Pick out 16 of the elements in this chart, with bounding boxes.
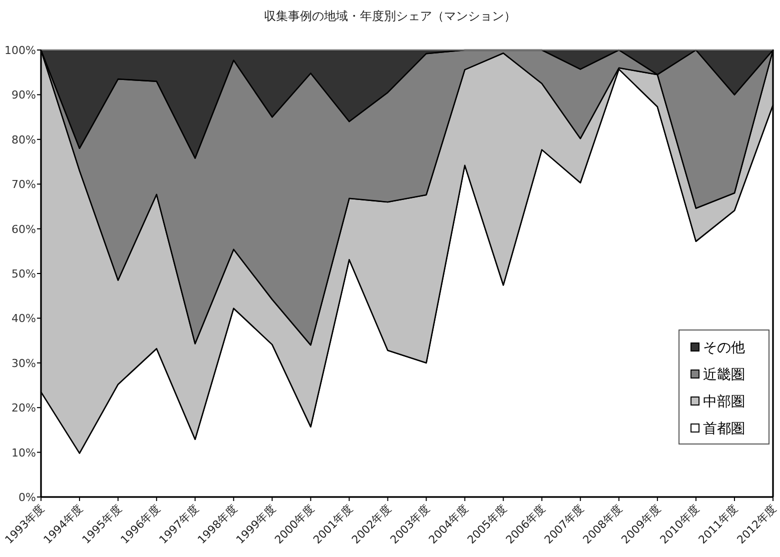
legend-label: 近畿圏	[703, 367, 745, 383]
y-tick-label: 10%	[12, 446, 36, 460]
y-tick-label: 90%	[12, 88, 36, 102]
y-tick-label: 0%	[18, 491, 36, 504]
y-tick-label: 50%	[12, 268, 36, 280]
y-tick-label: 30%	[12, 356, 36, 370]
legend-label: 首都圏	[703, 421, 745, 437]
y-tick-label: 100%	[4, 44, 36, 57]
legend-label: その他	[703, 340, 745, 356]
y-tick-label: 20%	[12, 402, 36, 415]
y-tick-label: 70%	[12, 178, 36, 192]
chart-title: 収集事例の地域・年度別シェア（マンション）	[264, 9, 516, 23]
y-tick-label: 40%	[12, 312, 36, 326]
y-tick-label: 60%	[12, 222, 36, 236]
legend-label: 中部圏	[703, 394, 745, 410]
y-tick-label: 80%	[12, 133, 36, 146]
